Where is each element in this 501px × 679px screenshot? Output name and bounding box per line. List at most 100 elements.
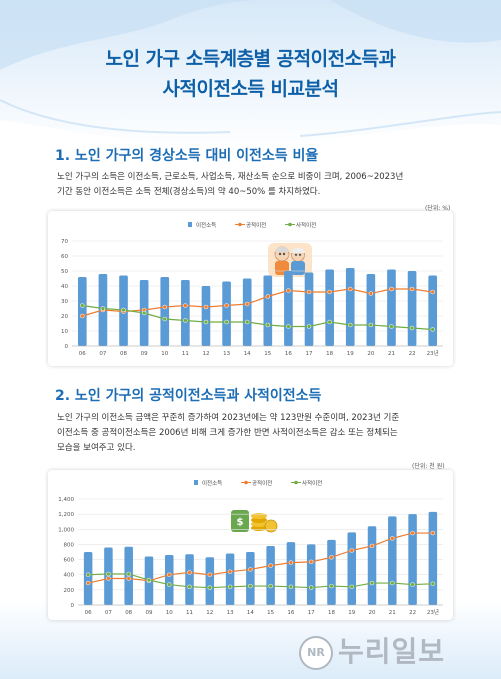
chart2-x-tick-label: 20 — [369, 610, 376, 616]
chart2-y-tick-label: 600 — [64, 558, 75, 564]
section1-text: 노인 가구의 소득은 이전소득, 근로소득, 사업소득, 재산소득 순으로 비중… — [57, 170, 457, 200]
chart2-point — [85, 572, 91, 577]
chart2-point — [369, 543, 375, 549]
section1-text-line1: 노인 가구의 소득은 이전소득, 근로소득, 사업소득, 재산소득 순으로 비중… — [57, 172, 404, 182]
chart2-point — [167, 582, 172, 587]
chart2-point — [268, 563, 273, 568]
chart2-legend-marker — [294, 480, 298, 485]
chart2-point — [410, 530, 415, 536]
chart1-bar — [77, 277, 87, 346]
chart1-point — [224, 319, 229, 325]
chart2-y-tick-label: 1,000 — [58, 527, 74, 533]
chart1-x-tick-label: 15 — [264, 351, 271, 357]
chart2-x-tick-label: 15 — [267, 610, 274, 616]
money-bags-icon: $ — [231, 510, 278, 533]
chart2-point — [187, 584, 192, 590]
chart1-bar — [222, 281, 231, 346]
chart1-point — [389, 286, 394, 292]
chart2-bar — [306, 544, 316, 605]
chart1-svg: 0 10 20 30 40 50 60 70 이전소득 공적이전 사적이전 06 07 08 09 10 11 1… — [61, 221, 443, 357]
chart2-x-tick-label: 23년 — [427, 608, 439, 616]
chart2-legend-label: 공적이전 — [252, 479, 272, 487]
chart2-point — [288, 584, 294, 590]
chart1-point — [286, 324, 291, 329]
chart1-point — [224, 303, 229, 308]
chart2-svg: $ 0 200 400 600 800 1,000 1,200 1,400 이전소득 공적이전 사적… — [58, 479, 443, 616]
chart1-x-tick-label: 23년 — [427, 349, 439, 357]
chart2-point — [308, 585, 314, 590]
chart2-x-tick-label: 13 — [227, 610, 234, 616]
chart2-y-tick-label: 1,400 — [58, 497, 74, 503]
chart1-legend-label: 공적이전 — [246, 221, 266, 229]
chart2-point — [207, 585, 213, 590]
chart1-x-tick-label: 18 — [326, 351, 333, 357]
chart1-bar — [325, 269, 334, 346]
chart1-bar — [263, 275, 273, 346]
chart1-x-tick-label: 08 — [120, 351, 127, 357]
chart2-bar — [225, 553, 235, 605]
chart1-y-tick-label: 20 — [61, 314, 68, 320]
section2-text-line3: 모습을 보여주고 있다. — [57, 443, 136, 453]
chart1-legend-swatch — [188, 222, 192, 227]
chart1-point — [409, 286, 415, 292]
chart2-point — [248, 567, 253, 572]
chart2-point — [349, 548, 354, 553]
chart1-line-private — [82, 304, 433, 331]
chart2-point — [288, 560, 294, 565]
chart2-point — [268, 583, 273, 589]
chart2-bar — [104, 547, 113, 605]
chart2-legend-label: 사적이전 — [302, 479, 322, 487]
chart2-legend-label: 이전소득 — [202, 479, 222, 487]
chart2-point — [308, 559, 314, 565]
chart2-point — [126, 571, 131, 577]
chart2-bar — [266, 545, 275, 605]
chart2-x-tick-label: 09 — [145, 610, 152, 616]
chart2-legend-marker — [244, 480, 248, 485]
chart1-x-tick-label: 20 — [367, 351, 374, 357]
chart2-bar — [347, 532, 357, 605]
chart1-point — [183, 318, 188, 323]
chart1-point — [162, 304, 167, 310]
chart2-bar — [246, 552, 255, 605]
chart2-x-tick-label: 22 — [409, 610, 416, 616]
chart1-point — [430, 327, 435, 332]
chart2-unit: (단위: 천 원) — [412, 463, 445, 470]
chart1-bar — [304, 272, 314, 346]
chart1-point — [162, 316, 167, 322]
page-title-line2: 사적이전소득 비교분석 — [162, 78, 339, 100]
chart2-point — [430, 581, 436, 587]
chart1-bar — [387, 269, 396, 346]
section1-title: 1. 노인 가구의 경상소득 대비 이전소득 비율 — [55, 148, 319, 164]
chart1-point — [327, 319, 332, 325]
chart1-point — [430, 289, 435, 295]
chart2-x-tick-label: 21 — [389, 610, 396, 616]
chart2-point — [390, 536, 395, 541]
chart2-bar — [164, 555, 174, 605]
chart2-point — [126, 576, 131, 581]
chart1-x-tick-label: 13 — [223, 351, 230, 357]
chart1-point — [265, 322, 271, 328]
chart2-bar — [428, 511, 438, 605]
chart1-point — [368, 322, 374, 328]
chart2-x-tick-label: 08 — [125, 610, 132, 616]
chart1-bar — [201, 286, 211, 346]
chart1-x-tick-label: 14 — [244, 351, 251, 357]
chart1-container: 0 10 20 30 40 50 60 70 이전소득 공적이전 사적이전 06 07 08 09 10 11 1… — [48, 211, 453, 366]
chart1-point — [80, 303, 85, 308]
chart1-point — [348, 286, 353, 292]
chart2-legend-swatch — [194, 480, 198, 485]
chart2-x-tick-label: 19 — [348, 610, 355, 616]
chart1-bar — [366, 274, 376, 346]
chart2-x-tick-label: 17 — [308, 610, 315, 616]
chart1-legend-marker — [288, 222, 292, 227]
chart2-x-tick-label: 14 — [247, 610, 254, 616]
chart1-point — [80, 313, 85, 319]
chart1-x-tick-label: 09 — [141, 351, 148, 357]
chart1-point — [183, 303, 188, 308]
chart1-x-tick-label: 22 — [409, 351, 416, 357]
section2-text-line1: 노인 가구의 이전소득 금액은 꾸준히 증가하여 2023년에는 약 123만원… — [57, 413, 400, 423]
chart2-point — [85, 580, 91, 586]
chart1-point — [265, 294, 271, 299]
chart1-x-tick-label: 19 — [347, 351, 354, 357]
chart2-y-tick-label: 200 — [64, 588, 75, 594]
